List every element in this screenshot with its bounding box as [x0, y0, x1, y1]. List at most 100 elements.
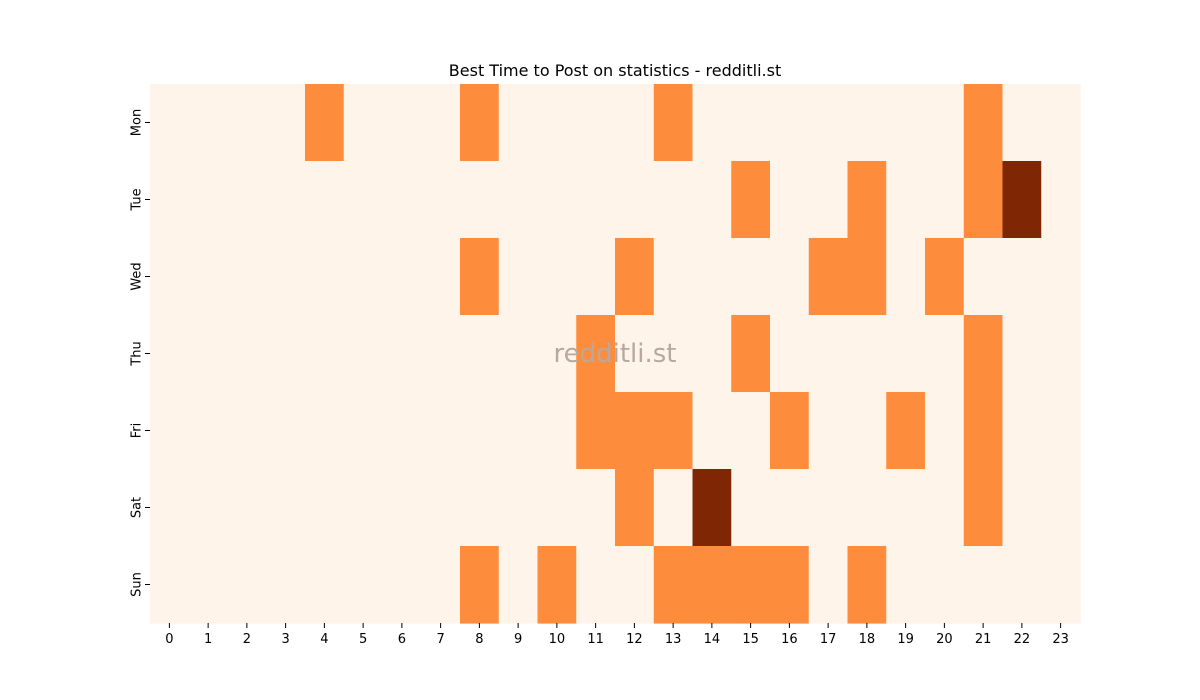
- heatmap-cell-sat-1: [188, 469, 229, 547]
- heatmap-cell-tue-23: [1041, 161, 1081, 239]
- heatmap-cell-sun-9: [498, 546, 539, 624]
- x-tick-label-2: 2: [243, 632, 251, 647]
- heatmap-cell-sun-0: [150, 546, 190, 624]
- heatmap-cell-tue-8: [460, 161, 500, 239]
- heatmap-cell-mon-2: [227, 84, 267, 162]
- heatmap-cell-fri-0: [150, 392, 190, 470]
- heatmap-cell-fri-21: [963, 392, 1004, 470]
- x-tick-label-5: 5: [359, 632, 367, 647]
- heatmap-cell-mon-11: [576, 84, 616, 162]
- x-tick-label-19: 19: [897, 632, 914, 647]
- heatmap-cell-sun-19: [886, 546, 926, 624]
- heatmap-cell-thu-22: [1002, 315, 1042, 393]
- x-tick-label-17: 17: [820, 632, 837, 647]
- heatmap-cell-sat-3: [266, 469, 306, 547]
- heatmap-cell-thu-9: [498, 315, 539, 393]
- heatmap-cell-tue-6: [382, 161, 422, 239]
- heatmap-cell-sat-11: [576, 469, 616, 547]
- heatmap-cell-thu-8: [460, 315, 500, 393]
- heatmap-cell-wed-18: [847, 238, 887, 316]
- heatmap-cell-wed-17: [808, 238, 849, 316]
- heatmap-cell-sat-21: [963, 469, 1004, 547]
- heatmap-cell-tue-17: [808, 161, 849, 239]
- heatmap-cell-wed-21: [963, 238, 1004, 316]
- heatmap-cell-fri-3: [266, 392, 306, 470]
- heatmap-cell-tue-11: [576, 161, 616, 239]
- heatmap-cell-wed-19: [886, 238, 926, 316]
- x-tick-label-9: 9: [514, 632, 522, 647]
- heatmap-cell-thu-14: [692, 315, 732, 393]
- heatmap-cell-sun-5: [343, 546, 384, 624]
- x-axis-ticks: 0 1 2 3 4 5 6 7 8 9 10 11 12 13 14 15 16 17 18 19 20 21 22 23: [165, 623, 1069, 647]
- heatmap-cell-thu-7: [421, 315, 461, 393]
- heatmap-cell-fri-16: [770, 392, 810, 470]
- heatmap-cell-fri-2: [227, 392, 267, 470]
- y-tick-label-wed: Wed: [130, 262, 145, 290]
- x-tick-label-10: 10: [549, 632, 566, 647]
- heatmap-cell-mon-3: [266, 84, 306, 162]
- x-tick-label-6: 6: [398, 632, 406, 647]
- heatmap-cell-thu-12: [615, 315, 655, 393]
- x-tick-label-0: 0: [165, 632, 173, 647]
- y-tick-label-sat: Sat: [130, 497, 145, 518]
- heatmap-cell-sat-2: [227, 469, 267, 547]
- heatmap-cell-tue-2: [227, 161, 267, 239]
- heatmap-cell-tue-20: [925, 161, 965, 239]
- heatmap-cell-wed-2: [227, 238, 267, 316]
- heatmap-cell-sat-17: [808, 469, 849, 547]
- heatmap-cell-sat-9: [498, 469, 539, 547]
- x-tick-label-21: 21: [975, 632, 992, 647]
- heatmap-cell-fri-20: [925, 392, 965, 470]
- y-tick-label-mon: Mon: [130, 109, 145, 136]
- heatmap-cell-sat-19: [886, 469, 926, 547]
- heatmap-cell-wed-4: [305, 238, 345, 316]
- heatmap-cell-thu-18: [847, 315, 887, 393]
- heatmap-cell-thu-2: [227, 315, 267, 393]
- x-tick-label-1: 1: [204, 632, 212, 647]
- x-tick-label-18: 18: [859, 632, 876, 647]
- heatmap-cell-sun-10: [537, 546, 577, 624]
- heatmap-cell-sun-16: [770, 546, 810, 624]
- heatmap-cell-sat-13: [653, 469, 694, 547]
- heatmap-cell-tue-16: [770, 161, 810, 239]
- heatmap-cell-sun-23: [1041, 546, 1081, 624]
- chart-title: Best Time to Post on statistics - reddit…: [449, 61, 781, 80]
- heatmap-cell-sun-4: [305, 546, 345, 624]
- heatmap-cell-thu-15: [731, 315, 771, 393]
- heatmap-cell-wed-9: [498, 238, 539, 316]
- x-tick-label-15: 15: [742, 632, 759, 647]
- heatmap-cell-fri-8: [460, 392, 500, 470]
- heatmap-cell-tue-5: [343, 161, 384, 239]
- heatmap-cell-wed-20: [925, 238, 965, 316]
- heatmap-cell-mon-1: [188, 84, 229, 162]
- heatmap-cell-sun-13: [653, 546, 694, 624]
- watermark-text: redditli.st: [554, 339, 677, 369]
- heatmap-cell-tue-19: [886, 161, 926, 239]
- heatmap-cell-mon-7: [421, 84, 461, 162]
- heatmap-cell-mon-20: [925, 84, 965, 162]
- heatmap-cell-tue-12: [615, 161, 655, 239]
- heatmap-cell-mon-6: [382, 84, 422, 162]
- heatmap-cell-tue-0: [150, 161, 190, 239]
- heatmap-cell-sat-20: [925, 469, 965, 547]
- heatmap-cell-tue-10: [537, 161, 577, 239]
- heatmap-cell-sat-0: [150, 469, 190, 547]
- heatmap-cell-sat-7: [421, 469, 461, 547]
- heatmap-cell-mon-21: [963, 84, 1004, 162]
- heatmap-cell-fri-11: [576, 392, 616, 470]
- heatmap-cell-fri-22: [1002, 392, 1042, 470]
- heatmap-cell-tue-7: [421, 161, 461, 239]
- heatmap-cell-mon-4: [305, 84, 345, 162]
- heatmap-cell-tue-21: [963, 161, 1004, 239]
- heatmap-cell-sat-4: [305, 469, 345, 547]
- heatmap-cell-sun-2: [227, 546, 267, 624]
- heatmap-cell-sun-20: [925, 546, 965, 624]
- heatmap-cell-fri-12: [615, 392, 655, 470]
- heatmap-cell-sat-15: [731, 469, 771, 547]
- heatmap-cell-wed-13: [653, 238, 694, 316]
- heatmap-cell-thu-4: [305, 315, 345, 393]
- heatmap-cell-tue-15: [731, 161, 771, 239]
- heatmap-cell-sun-12: [615, 546, 655, 624]
- heatmap-cell-sat-16: [770, 469, 810, 547]
- x-tick-label-13: 13: [665, 632, 682, 647]
